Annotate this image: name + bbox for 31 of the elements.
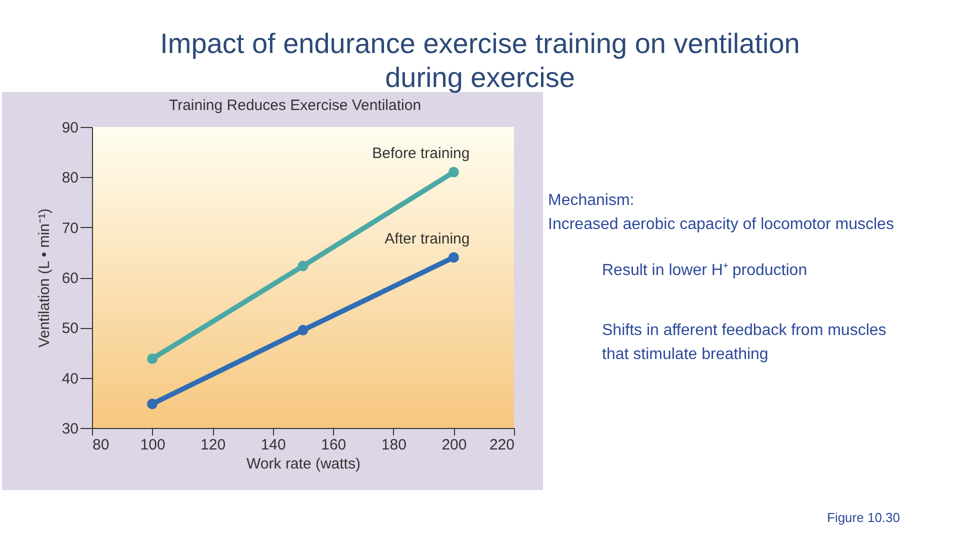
x-tick-label: 80 [92,436,110,454]
x-tick-label: 160 [321,436,346,454]
y-tick-label: 50 [62,320,78,338]
series-label: Before training [372,145,470,162]
text: Shifts in afferent feedback from muscles that stimulate breathing [602,322,886,363]
series-label: After training [384,230,470,248]
text: Mechanism: Increased aerobic capacity of locomotor muscles [548,192,894,233]
y-tick-label: 80 [62,170,78,187]
point [147,398,158,410]
point [298,260,308,272]
y-tick-label: 30 [62,420,78,438]
x-axis-title: Work rate (watts) [246,456,360,472]
caption: Figure 10.30 [827,510,900,525]
y-tick-label: 90 [62,120,78,136]
y-tick-label: 40 [62,370,78,388]
y-tick-label: 60 [62,270,78,287]
point [448,252,459,263]
chart-subtitle: Training Reduces Exercise Ventilation [168,97,422,114]
x-tick-label: 120 [200,436,226,454]
x-tick-label: 220 [489,436,514,454]
y-tick-label: 70 [62,220,78,237]
chart-title: Impact of endurance exercise training on ventilation during exercise [160,28,800,93]
x-tick-label: 200 [442,436,467,454]
x-tick-label: 180 [381,436,406,454]
x-tick-label: 140 [260,436,286,454]
text: Result in lower H⁺ production [602,262,808,279]
point [298,324,308,336]
point [448,166,459,178]
x-tick-label: 100 [140,436,166,454]
point [147,354,158,364]
y-axis-title: Ventilation (L • min⁻¹) [36,208,53,348]
